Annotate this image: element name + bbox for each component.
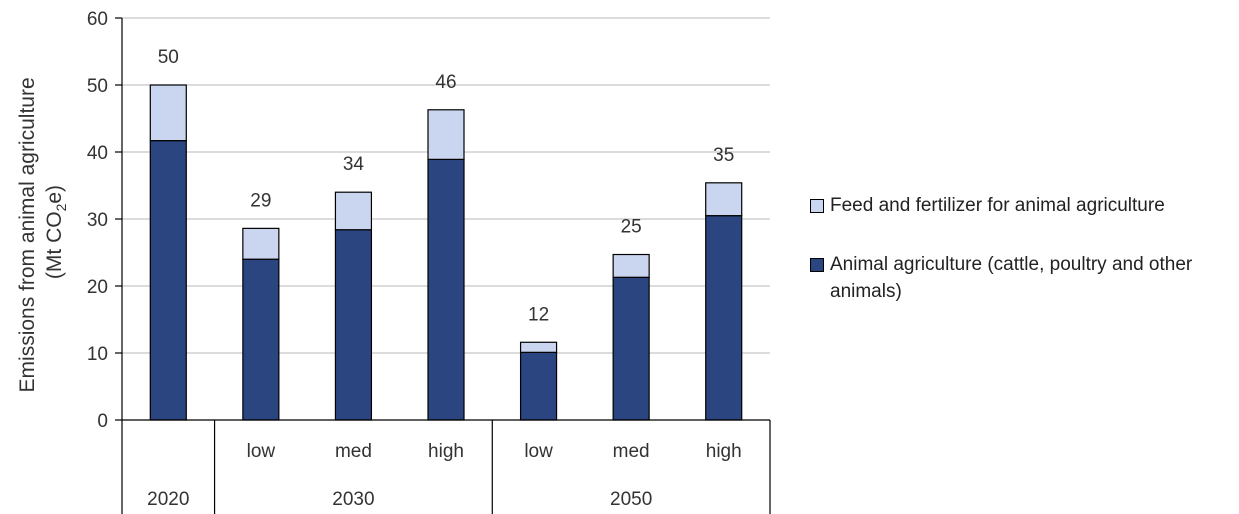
- bar-animal-agriculture: [519, 351, 558, 421]
- y-tick-label: 60: [87, 9, 108, 30]
- y-axis-title-line-1: Emissions from animal agriculture: [16, 77, 39, 392]
- y-tick-label: 40: [87, 143, 108, 164]
- legend-label-animal: Animal agriculture (cattle, poultry and …: [830, 254, 1193, 302]
- axes: [115, 17, 771, 514]
- x-group-label: 2030: [332, 489, 374, 510]
- data-label-total: 35: [713, 145, 734, 166]
- bar-feed-fertilizer: [242, 227, 280, 260]
- bar-feed-fertilizer: [705, 182, 743, 217]
- data-label-total: 46: [435, 72, 456, 93]
- legend-label-feed: Feed and fertilizer for animal agricultu…: [830, 195, 1165, 216]
- bar-feed-fertilizer: [334, 191, 373, 231]
- y-tick-label: 30: [87, 210, 108, 231]
- bar-animal-agriculture: [149, 140, 187, 421]
- bar-feed-fertilizer: [427, 109, 465, 160]
- data-label-total: 12: [528, 304, 549, 325]
- bar-animal-agriculture: [612, 276, 650, 421]
- x-category-label: low: [524, 441, 553, 462]
- x-category-label: med: [613, 441, 650, 462]
- legend-item-feed: Feed and fertilizer for animal agricultu…: [810, 192, 1230, 219]
- bar-feed-fertilizer: [519, 341, 558, 353]
- y-axis-title-line-2: (Mt CO2e): [43, 185, 69, 279]
- x-group-label: 2050: [610, 489, 652, 510]
- data-label-total: 29: [250, 190, 271, 211]
- y-tick-label: 10: [87, 344, 108, 365]
- bar-animal-agriculture: [427, 158, 465, 421]
- x-category-label: high: [428, 441, 464, 462]
- legend-swatch-animal: [810, 258, 824, 272]
- bar-feed-fertilizer: [612, 253, 650, 278]
- x-group-label: 2020: [147, 489, 189, 510]
- bar-animal-agriculture: [334, 229, 373, 421]
- subscript: 2: [53, 203, 69, 211]
- legend: Feed and fertilizer for animal agricultu…: [810, 192, 1230, 305]
- legend-item-animal: Animal agriculture (cattle, poultry and …: [810, 251, 1230, 305]
- y-tick-label: 50: [87, 76, 108, 97]
- data-label-total: 25: [621, 217, 642, 238]
- bar-animal-agriculture: [705, 215, 743, 421]
- x-category-label: low: [247, 441, 276, 462]
- data-label-total: 34: [343, 154, 365, 175]
- data-label-total: 50: [158, 47, 179, 68]
- bar-feed-fertilizer: [149, 84, 187, 142]
- y-tick-label: 0: [97, 411, 108, 432]
- y-tick-label: 20: [87, 277, 108, 298]
- x-category-label: med: [335, 441, 372, 462]
- bar-animal-agriculture: [242, 258, 280, 421]
- x-category-label: high: [706, 441, 742, 462]
- legend-swatch-feed: [810, 199, 824, 213]
- bars: [149, 84, 743, 421]
- y-axis-title: Emissions from animal agriculture (Mt CO…: [16, 72, 69, 393]
